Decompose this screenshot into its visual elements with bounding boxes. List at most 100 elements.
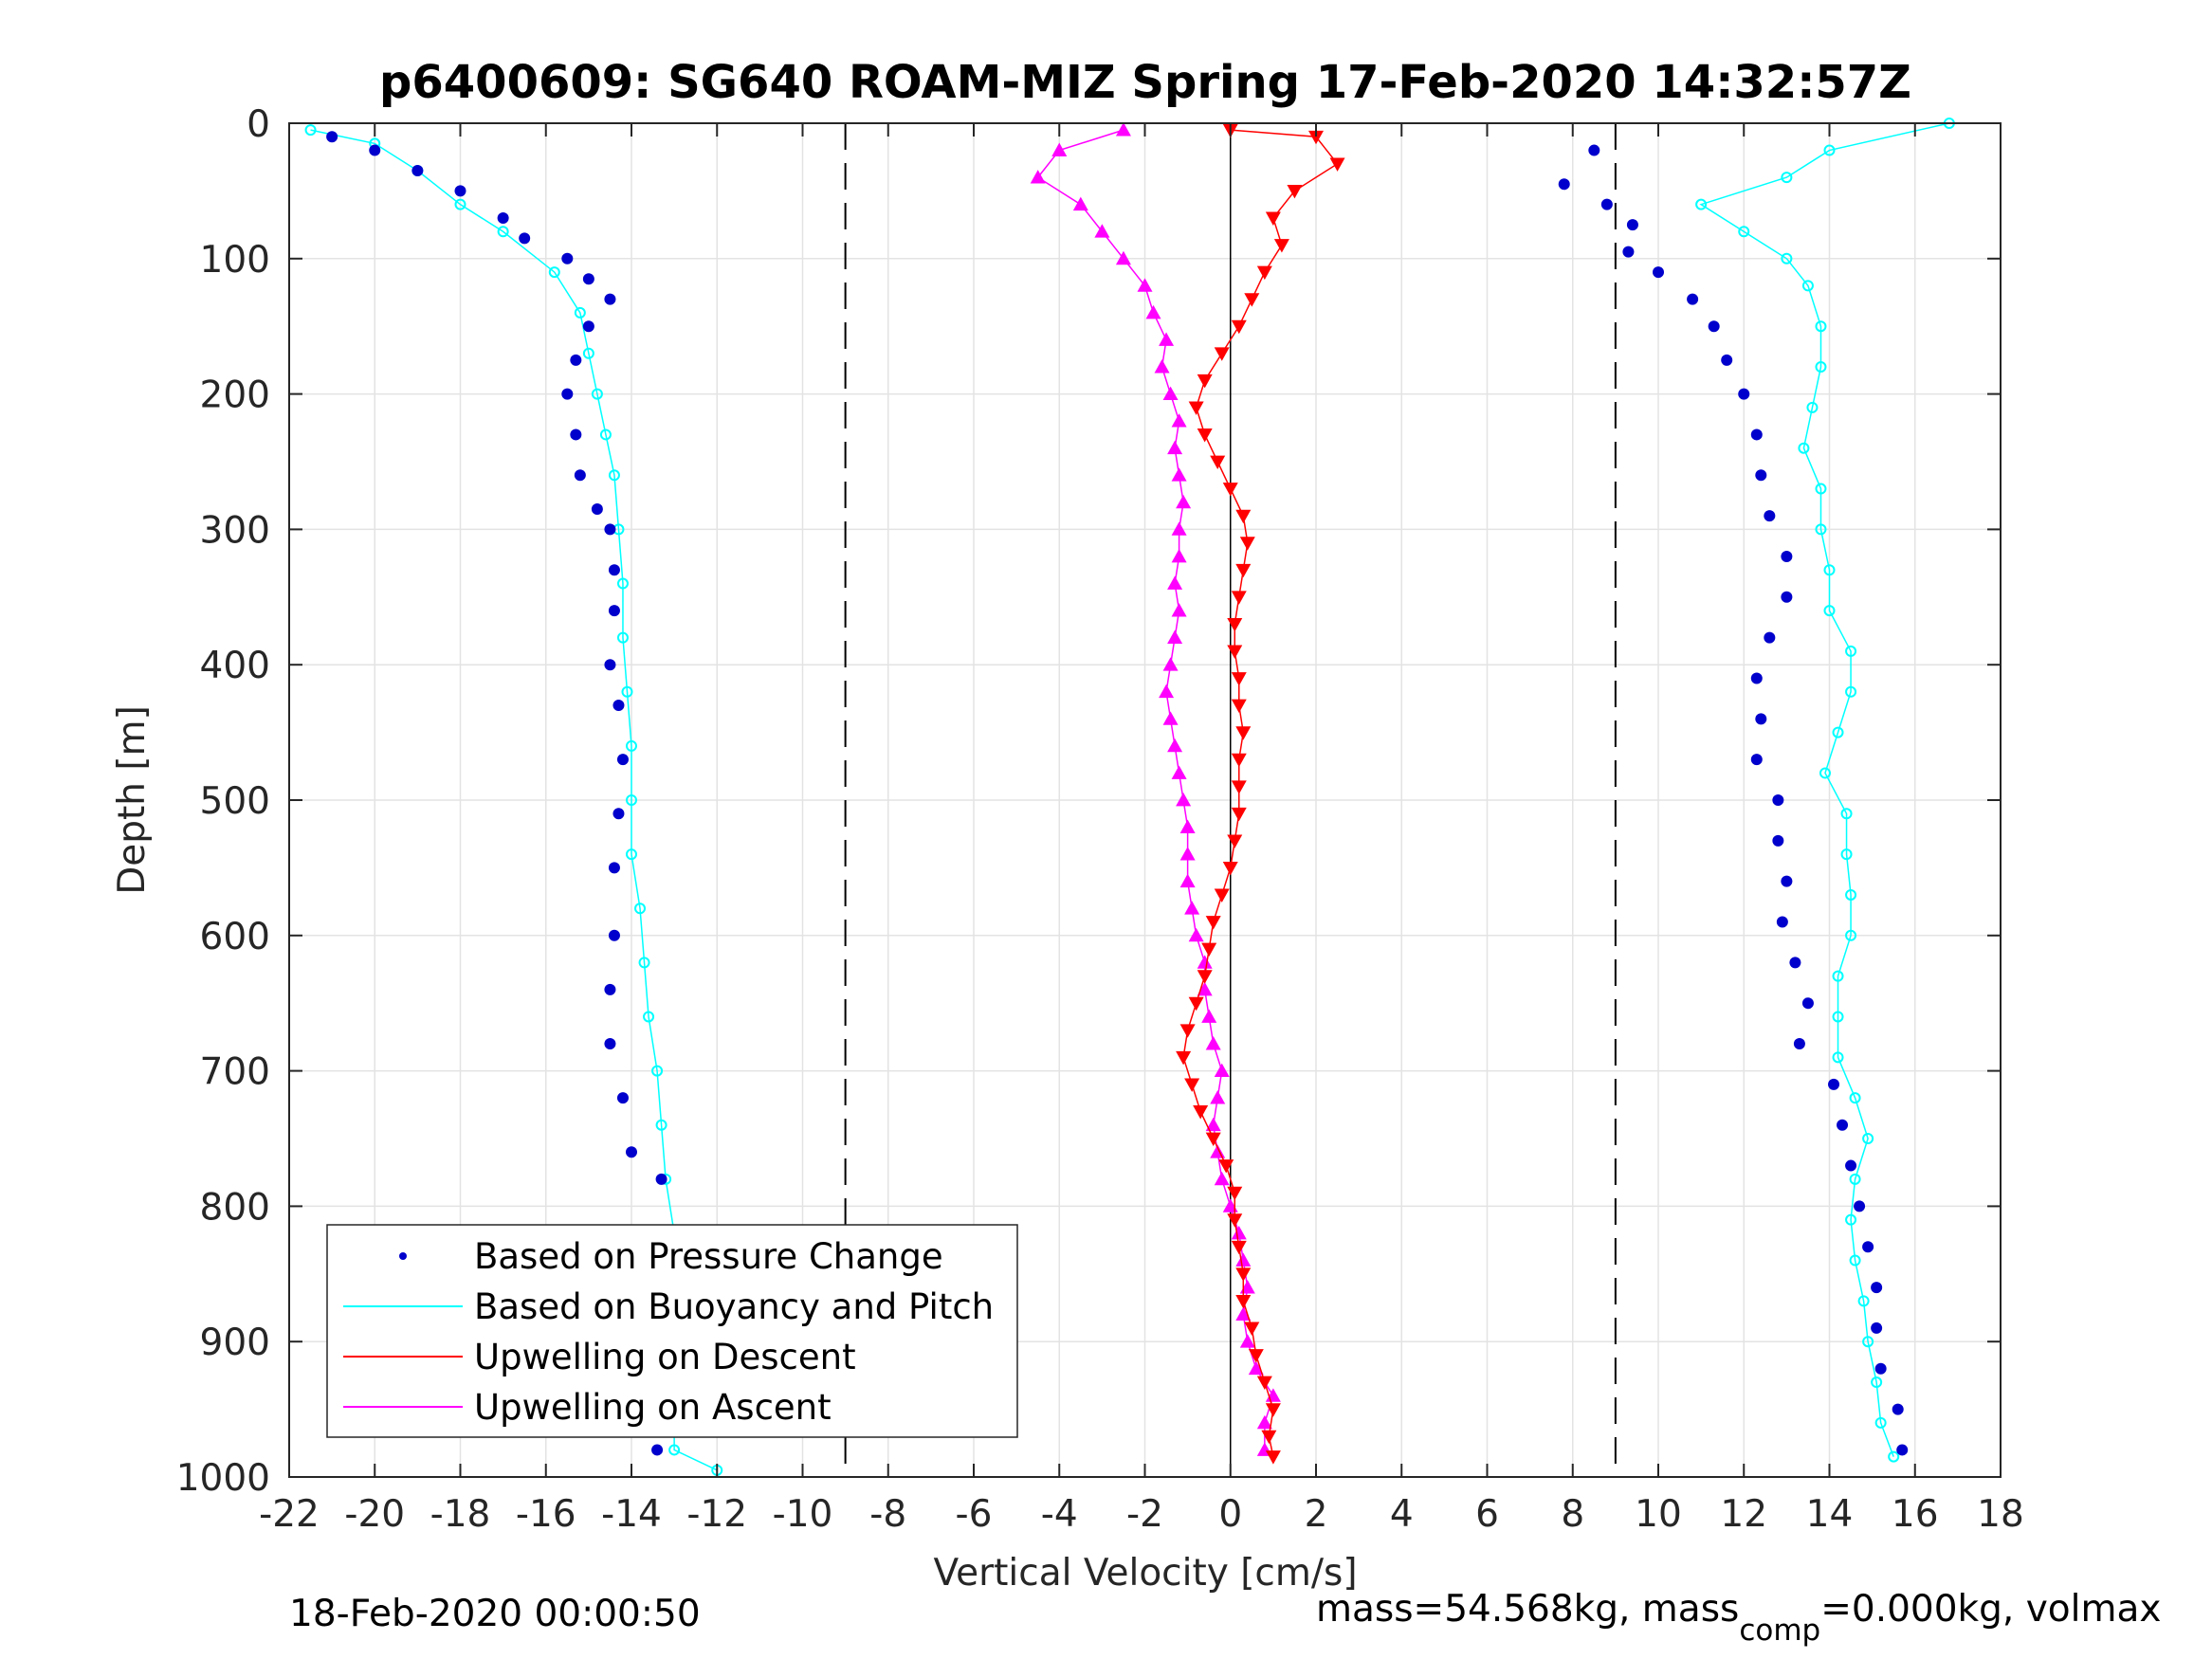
buoyancy-point <box>1840 808 1853 820</box>
upwelling-ascent-point <box>1256 1414 1272 1430</box>
pressure-point <box>626 1146 637 1158</box>
pressure-point <box>604 659 616 671</box>
upwelling-descent-point <box>1197 374 1213 389</box>
buoyancy-point <box>626 794 637 806</box>
upwelling-descent-point <box>1231 591 1247 605</box>
buoyancy-point <box>1781 172 1793 184</box>
y-tick-label: 300 <box>200 509 270 552</box>
upwelling-ascent-point <box>1137 278 1153 292</box>
upwelling-ascent-point <box>1205 1036 1221 1050</box>
pressure-point <box>1772 834 1784 847</box>
buoyancy-point <box>454 198 466 210</box>
buoyancy-point <box>1832 1011 1844 1023</box>
upwelling-ascent-point <box>1205 1117 1221 1132</box>
buoyancy-point <box>1845 645 1857 657</box>
pressure-point <box>655 1173 667 1185</box>
x-tick-label: -10 <box>773 1493 833 1536</box>
upwelling-descent-point <box>1227 645 1243 659</box>
buoyancy-point <box>1806 401 1819 413</box>
pressure-point <box>1801 997 1814 1010</box>
pressure-point <box>616 1092 629 1104</box>
legend-box <box>326 1224 1018 1438</box>
x-tick-label: -6 <box>956 1493 993 1536</box>
legend-entry-pressure: Based on Pressure Change <box>474 1236 943 1277</box>
pressure-point <box>1755 713 1767 725</box>
buoyancy-point <box>1832 726 1844 738</box>
pressure-point <box>1738 388 1750 400</box>
pressure-point <box>369 144 381 156</box>
y-tick-label: 500 <box>200 780 270 823</box>
upwelling-ascent-point <box>1159 684 1175 699</box>
buoyancy-point <box>304 124 317 137</box>
buoyancy-point <box>651 1065 664 1077</box>
pressure-point <box>1871 1322 1883 1334</box>
upwelling-ascent-point <box>1162 657 1179 671</box>
upwelling-ascent-point <box>1171 467 1187 482</box>
pressure-point <box>1789 957 1801 969</box>
upwelling-ascent-point <box>1179 873 1196 888</box>
pressure-point <box>1871 1282 1883 1294</box>
pressure-point <box>1828 1078 1840 1090</box>
pressure-point <box>591 502 603 515</box>
buoyancy-point <box>1798 442 1810 454</box>
upwelling-ascent-point <box>1145 304 1161 319</box>
buoyancy-point <box>1823 564 1836 576</box>
upwelling-descent-point <box>1214 888 1230 902</box>
x-tick-label: 2 <box>1305 1493 1328 1536</box>
buoyancy-point <box>621 685 633 698</box>
upwelling-descent-point <box>1248 1349 1264 1363</box>
buoyancy-point <box>643 1011 655 1023</box>
pressure-point <box>1764 631 1776 644</box>
pressure-point <box>1862 1241 1874 1253</box>
pressure-point <box>570 354 582 366</box>
upwelling-ascent-point <box>1171 603 1187 617</box>
upwelling-ascent-point <box>1176 793 1192 807</box>
pressure-point <box>1750 754 1763 766</box>
upwelling-ascent-point <box>1171 765 1187 779</box>
buoyancy-point <box>574 306 586 319</box>
upwelling-descent-point <box>1231 672 1247 686</box>
chart-title: p6400609: SG640 ROAM-MIZ Spring 17-Feb-2… <box>379 56 1911 109</box>
upwelling-ascent-point <box>1214 1063 1230 1077</box>
legend-entry-descent: Upwelling on Descent <box>474 1337 856 1377</box>
pressure-point <box>582 320 594 333</box>
x-tick-label: 4 <box>1390 1493 1414 1536</box>
buoyancy-point <box>1823 605 1836 617</box>
pressure-point <box>1896 1444 1909 1456</box>
y-tick-label: 800 <box>200 1186 270 1229</box>
upwelling-ascent-point <box>1188 927 1204 942</box>
x-axis-label: Vertical Velocity [cm/s] <box>933 1552 1357 1595</box>
upwelling-ascent-point <box>1094 224 1110 238</box>
y-tick-label: 100 <box>200 239 270 282</box>
buoyancy-point <box>1815 361 1827 374</box>
pressure-point <box>1837 1119 1849 1131</box>
upwelling-ascent-point <box>1184 901 1200 915</box>
upwelling-ascent-point <box>1171 413 1187 428</box>
upwelling-ascent-point <box>1051 142 1068 156</box>
footer-timestamp: 18-Feb-2020 00:00:50 <box>289 1593 701 1635</box>
upwelling-descent-point <box>1261 1430 1277 1445</box>
x-tick-label: 14 <box>1806 1493 1854 1536</box>
x-tick-label: 6 <box>1475 1493 1499 1536</box>
upwelling-descent-point <box>1231 319 1247 335</box>
pressure-point <box>1558 178 1570 191</box>
upwelling-descent-point <box>1235 1294 1252 1309</box>
footer-mass: mass=54.568kg, mass <box>1316 1588 1739 1631</box>
y-axis-label: Depth [m] <box>111 705 154 895</box>
x-axis-ticks: -22 -20 -18 -16 -14 -12 -10 -8 -6 -4 -2 0 2 4 6 8 10 12 14… <box>259 123 2024 1536</box>
pressure-point <box>582 273 594 285</box>
upwelling-descent-point <box>1205 1132 1221 1146</box>
upwelling-descent-point <box>1201 942 1217 957</box>
x-tick-label: 8 <box>1561 1493 1584 1536</box>
pressure-point <box>1781 591 1793 603</box>
buoyancy-point <box>1845 685 1857 698</box>
buoyancy-point <box>626 739 637 752</box>
upwelling-descent-point <box>1205 916 1221 930</box>
x-tick-label: 12 <box>1720 1493 1767 1536</box>
buoyancy-point <box>1862 1133 1874 1144</box>
y-tick-label: 900 <box>200 1322 270 1364</box>
pressure-point <box>1845 1159 1857 1172</box>
pressure-point <box>326 131 338 143</box>
x-tick-label: -20 <box>344 1493 405 1536</box>
